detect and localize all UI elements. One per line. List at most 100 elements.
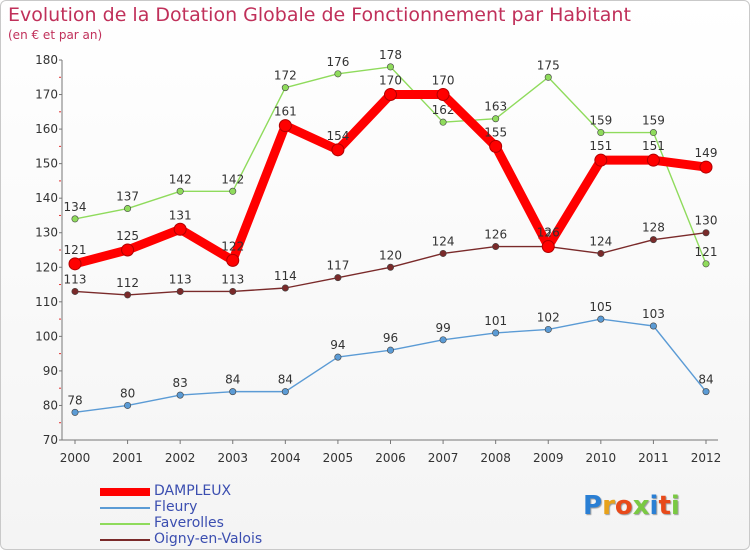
data-label: 130 [695, 214, 718, 228]
data-label: 176 [326, 55, 349, 69]
data-point [334, 274, 342, 282]
data-label: 159 [642, 114, 665, 128]
data-point [384, 88, 397, 102]
data-label: 78 [67, 393, 82, 407]
data-point [229, 187, 237, 195]
data-label: 117 [326, 259, 349, 273]
data-point [173, 222, 187, 236]
data-point [439, 249, 447, 257]
legend-swatch [100, 507, 150, 509]
legend-label: Fleury [154, 499, 198, 515]
data-label: 122 [221, 239, 244, 253]
legend-swatch [100, 488, 150, 496]
data-point [226, 253, 240, 267]
data-label: 83 [173, 376, 188, 390]
data-point [278, 119, 292, 133]
legend-label: DAMPLEUX [154, 483, 232, 499]
x-tick-label: 2007 [428, 451, 459, 465]
x-tick-label: 2001 [112, 451, 143, 465]
data-point [594, 153, 608, 167]
data-label: 112 [116, 276, 139, 290]
legend-swatch [100, 523, 150, 525]
y-tick-label: 140 [35, 191, 58, 205]
data-label: 96 [383, 331, 398, 345]
data-label: 124 [589, 234, 612, 248]
x-tick-label: 2003 [217, 451, 248, 465]
data-label: 124 [432, 234, 455, 248]
x-tick-label: 2008 [480, 451, 511, 465]
data-label: 149 [695, 146, 718, 160]
data-point [544, 73, 552, 81]
data-label: 170 [379, 74, 402, 88]
data-label: 172 [274, 69, 297, 83]
data-point [386, 346, 394, 354]
data-point [492, 329, 500, 337]
data-label: 103 [642, 307, 665, 321]
data-label: 142 [169, 172, 192, 186]
y-tick-label: 90 [43, 364, 58, 378]
data-point [124, 291, 132, 299]
proxiti-logo: Proxiti [583, 491, 680, 521]
data-point [281, 284, 289, 292]
data-point [597, 249, 605, 257]
x-tick-label: 2009 [533, 451, 564, 465]
data-label: 137 [116, 190, 139, 204]
x-tick-label: 2005 [323, 451, 354, 465]
data-label: 84 [278, 373, 293, 387]
data-label: 84 [698, 373, 713, 387]
data-point [176, 187, 184, 195]
data-label: 154 [326, 129, 349, 143]
data-point [649, 322, 657, 330]
data-label: 105 [589, 300, 612, 314]
data-point [492, 115, 500, 123]
data-point [281, 84, 289, 92]
y-tick-label: 170 [35, 88, 58, 102]
data-point [331, 143, 345, 157]
data-point [176, 287, 184, 295]
legend-label: Oigny-en-Valois [154, 531, 263, 547]
data-point [649, 236, 657, 244]
y-tick-label: 160 [35, 122, 58, 136]
data-point [386, 263, 394, 271]
data-label: 125 [116, 229, 139, 243]
data-point [541, 240, 555, 254]
data-point [699, 160, 713, 174]
data-point [597, 315, 605, 323]
data-label: 99 [435, 321, 450, 335]
data-label: 121 [64, 243, 87, 257]
legend-label: Faverolles [154, 515, 224, 531]
data-label: 163 [484, 100, 507, 114]
data-label: 142 [221, 172, 244, 186]
data-point [71, 215, 79, 223]
data-point [68, 257, 82, 271]
data-label: 113 [64, 272, 87, 286]
data-label: 131 [169, 208, 192, 222]
data-point [386, 63, 394, 71]
y-tick-label: 120 [35, 260, 58, 274]
data-label: 80 [120, 386, 135, 400]
data-point [492, 243, 500, 251]
data-point [544, 325, 552, 333]
data-point [121, 243, 135, 257]
data-label: 94 [330, 338, 345, 352]
data-point [281, 388, 289, 396]
data-label: 126 [484, 228, 507, 242]
data-point [124, 205, 132, 213]
chart-title: Evolution de la Dotation Globale de Fonc… [8, 4, 631, 26]
data-point [702, 229, 710, 237]
data-label: 162 [432, 103, 455, 117]
data-point [439, 118, 447, 126]
data-point [334, 353, 342, 361]
y-tick-label: 100 [35, 329, 58, 343]
y-tick-label: 130 [35, 226, 58, 240]
y-tick-label: 150 [35, 157, 58, 171]
data-label: 170 [432, 74, 455, 88]
data-point [439, 336, 447, 344]
data-label: 101 [484, 314, 507, 328]
data-label: 113 [221, 272, 244, 286]
x-tick-label: 2002 [165, 451, 196, 465]
data-point [71, 408, 79, 416]
y-tick-label: 80 [43, 398, 58, 412]
